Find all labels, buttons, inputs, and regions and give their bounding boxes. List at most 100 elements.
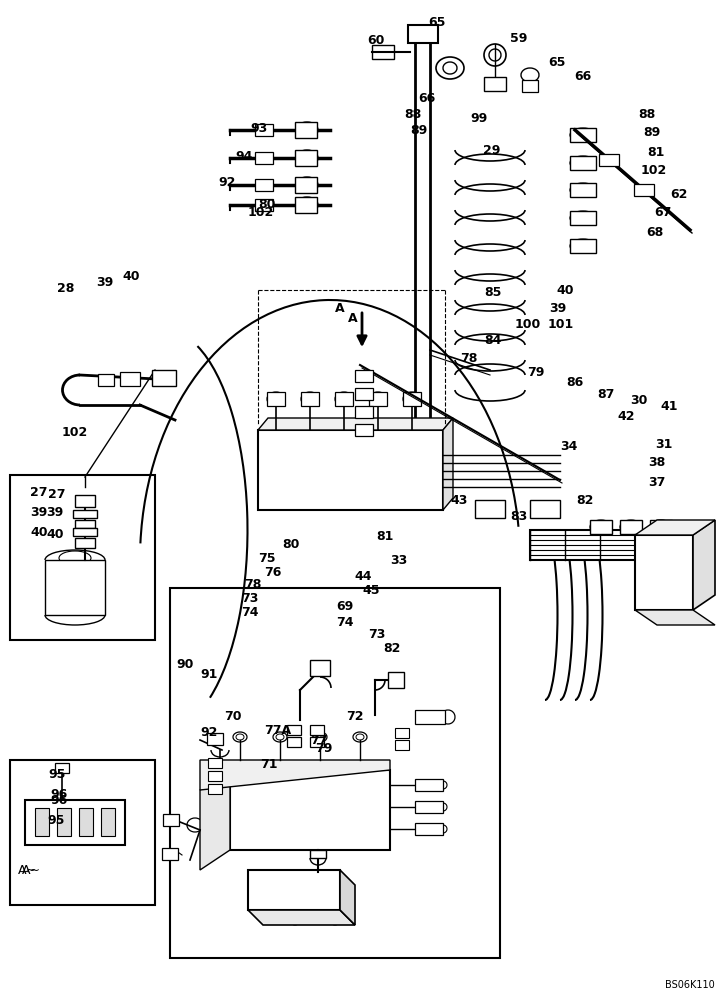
Bar [530,530,685,560]
Bar [395,740,409,750]
Bar [25,800,125,845]
Bar [388,672,404,688]
Polygon shape [443,418,453,510]
Text: 94: 94 [235,149,253,162]
Text: 40: 40 [46,528,63,540]
Bar [75,520,95,528]
Text: 88: 88 [638,108,655,121]
Text: 74: 74 [241,605,258,618]
Bar [120,372,140,386]
Bar [208,771,222,781]
Bar [35,808,49,836]
Text: 65: 65 [428,15,446,28]
Bar [287,737,301,747]
Text: 92: 92 [218,176,235,190]
Bar [152,370,176,386]
Text: 74: 74 [336,615,354,629]
Bar [207,733,223,745]
Bar [355,406,373,418]
Text: 95: 95 [47,814,64,826]
Bar [335,392,353,406]
Text: 76: 76 [264,566,282,578]
Text: 65: 65 [548,55,566,68]
Bar [301,392,319,406]
Polygon shape [200,770,230,870]
Bar [635,535,693,610]
Polygon shape [635,610,715,625]
Text: 62: 62 [670,188,687,202]
Bar [634,184,654,196]
Polygon shape [248,910,355,925]
Text: 40: 40 [122,269,140,282]
Text: 93: 93 [250,121,267,134]
Polygon shape [258,418,453,430]
Text: 42: 42 [617,410,635,422]
Text: 78: 78 [460,352,478,364]
Bar [415,779,443,791]
Text: 80: 80 [282,538,299,550]
Text: 29: 29 [483,143,500,156]
Text: 28: 28 [57,282,74,294]
Text: 69: 69 [336,599,353,612]
Bar [369,392,387,406]
Bar [570,239,596,253]
Text: 60: 60 [367,33,384,46]
Bar [310,737,324,747]
Text: 100: 100 [515,318,541,332]
Text: 91: 91 [200,668,218,680]
Text: 87: 87 [597,387,614,400]
Text: 89: 89 [410,124,427,137]
Text: A: A [348,312,357,324]
Text: 33: 33 [390,554,407,566]
Bar [570,128,596,142]
Bar [101,808,115,836]
Bar [620,520,642,534]
Bar [79,808,93,836]
Bar [530,500,560,518]
Polygon shape [693,520,715,610]
Text: A~: A~ [22,863,41,876]
Text: 66: 66 [574,70,591,83]
Text: 102: 102 [641,163,668,176]
Bar [162,848,178,860]
Text: 68: 68 [646,226,663,238]
Bar [415,710,445,724]
Text: 82: 82 [383,642,400,654]
Bar [295,150,317,166]
Bar [570,156,596,170]
Polygon shape [200,760,390,790]
Bar [255,199,273,211]
Bar [310,725,324,735]
Bar [295,177,317,193]
Text: BS06K110: BS06K110 [665,980,715,990]
Bar [255,179,273,191]
Bar [163,814,179,826]
Text: 83: 83 [510,510,527,522]
Polygon shape [248,870,340,910]
Bar [408,25,438,43]
Bar [295,197,317,213]
Text: 81: 81 [647,145,665,158]
Bar [57,808,71,836]
Bar [73,528,97,536]
Text: 73: 73 [368,628,385,641]
Polygon shape [340,870,355,925]
Text: 88: 88 [404,108,422,121]
Text: 71: 71 [260,758,277,770]
Text: A~: A~ [18,863,37,876]
Text: A: A [335,302,344,314]
Bar [355,388,373,400]
Text: 40: 40 [30,526,47,538]
Bar [287,725,301,735]
Text: 30: 30 [630,393,647,406]
Text: 39: 39 [549,302,566,314]
Bar [484,77,506,91]
Text: 66: 66 [418,93,435,105]
Text: 70: 70 [224,710,242,722]
Text: 80: 80 [258,198,275,211]
Bar [55,763,69,773]
Text: 77A: 77A [264,724,291,736]
Text: 84: 84 [484,334,502,347]
Bar [570,211,596,225]
Bar [355,424,373,436]
